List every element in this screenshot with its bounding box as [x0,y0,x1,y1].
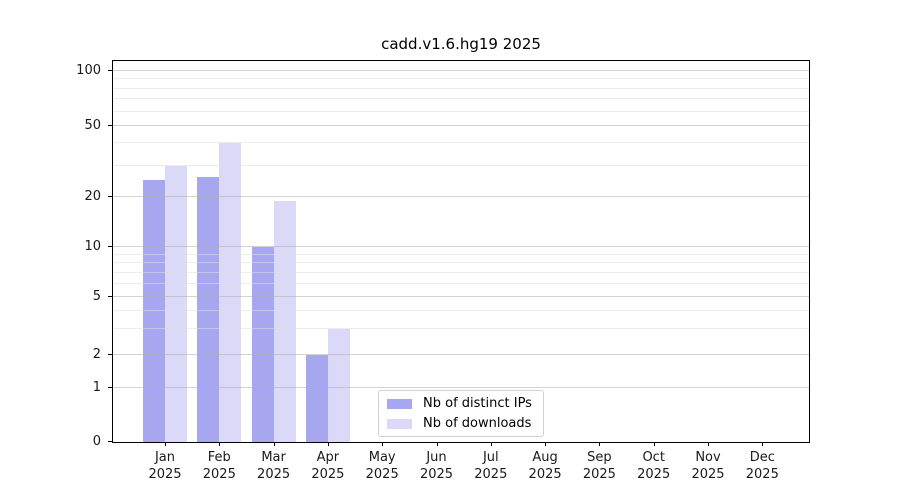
major-gridline [113,295,809,297]
y-tick-label: 1 [92,380,101,396]
y-tick-label: 50 [84,118,101,133]
x-tick-mark [490,442,492,446]
legend-item-downloads: Nb of downloads [387,416,543,431]
bar-distinct-ips-mar [251,247,274,442]
x-tick-mark [382,442,384,446]
minor-gridline [113,110,809,112]
x-tick-label-sep: Sep 2025 [582,450,616,482]
x-tick-mark [599,442,601,446]
x-tick-label-dec: Dec 2025 [745,450,779,482]
y-tick-mark [108,441,112,442]
legend-label-downloads: Nb of downloads [423,416,532,431]
y-tick-label: 100 [76,62,101,78]
x-tick-mark [165,442,166,446]
bar-downloads-mar [273,201,296,442]
minor-gridline [113,164,809,166]
x-tick-label-mar: Mar 2025 [257,450,291,482]
chart-title: cadd.v1.6.hg19 2025 [381,35,541,53]
y-tick-mark [108,295,112,297]
plot-area: Nb of distinct IPs Nb of downloads 0 1 2 5 1… [76,60,810,482]
y-tick-label: 2 [92,346,101,362]
y-tick-mark [108,196,112,198]
x-tick-label-jul: Jul 2025 [474,450,508,482]
x-tick-mark [219,442,221,446]
x-tick-mark [762,442,764,446]
legend-swatch-distinct-ips [387,398,412,409]
y-tick-mark [108,246,112,248]
major-gridline [113,246,809,248]
legend-item-distinct-ips: Nb of distinct IPs [387,396,543,411]
minor-gridline [113,309,809,311]
minor-gridline [113,262,809,264]
major-gridline [113,125,809,126]
x-tick-label-aug: Aug 2025 [528,450,562,482]
x-tick-mark [708,442,709,446]
x-tick-mark [327,442,329,446]
legend-label-distinct-ips: Nb of distinct IPs [423,396,532,411]
x-tick-mark [653,442,655,446]
legend-swatch-downloads [387,418,412,429]
bar-downloads-jan [165,165,187,442]
major-gridline [113,353,809,355]
bar-distinct-ips-jan [143,179,165,442]
x-tick-mark [436,442,438,446]
x-tick-label-jan: Jan 2025 [148,450,182,482]
minor-gridline [113,253,809,255]
major-gridline [113,196,809,198]
y-tick-label: 5 [92,288,101,304]
x-tick-label-feb: Feb 2025 [202,450,236,482]
bar-downloads-feb [219,143,242,442]
minor-gridline [113,282,809,284]
y-tick-mark [108,353,112,355]
bar-distinct-ips-feb [197,176,220,442]
bar-distinct-ips-apr [305,354,328,442]
bar-downloads-apr [327,329,350,442]
x-tick-label-nov: Nov 2025 [691,450,725,482]
x-tick-mark [273,442,275,446]
y-tick-mark [108,387,112,389]
y-tick-label: 10 [84,239,101,255]
minor-gridline [113,78,809,80]
x-tick-label-oct: Oct 2025 [637,450,671,482]
x-tick-mark [545,442,547,446]
minor-gridline [113,328,809,330]
y-tick-label: 0 [92,434,101,449]
x-tick-label-may: May 2025 [365,450,399,482]
major-gridline [113,387,809,389]
x-tick-label-jun: Jun 2025 [419,450,454,482]
legend: Nb of distinct IPs Nb of downloads [378,390,544,437]
minor-gridline [113,271,809,273]
minor-gridline [113,98,809,100]
major-gridline [113,69,809,71]
y-tick-mark [108,69,112,71]
x-tick-label-apr: Apr 2025 [311,450,345,482]
minor-gridline [113,87,809,89]
minor-gridline [113,142,809,144]
y-tick-mark [108,125,112,126]
y-tick-label: 20 [84,189,101,205]
